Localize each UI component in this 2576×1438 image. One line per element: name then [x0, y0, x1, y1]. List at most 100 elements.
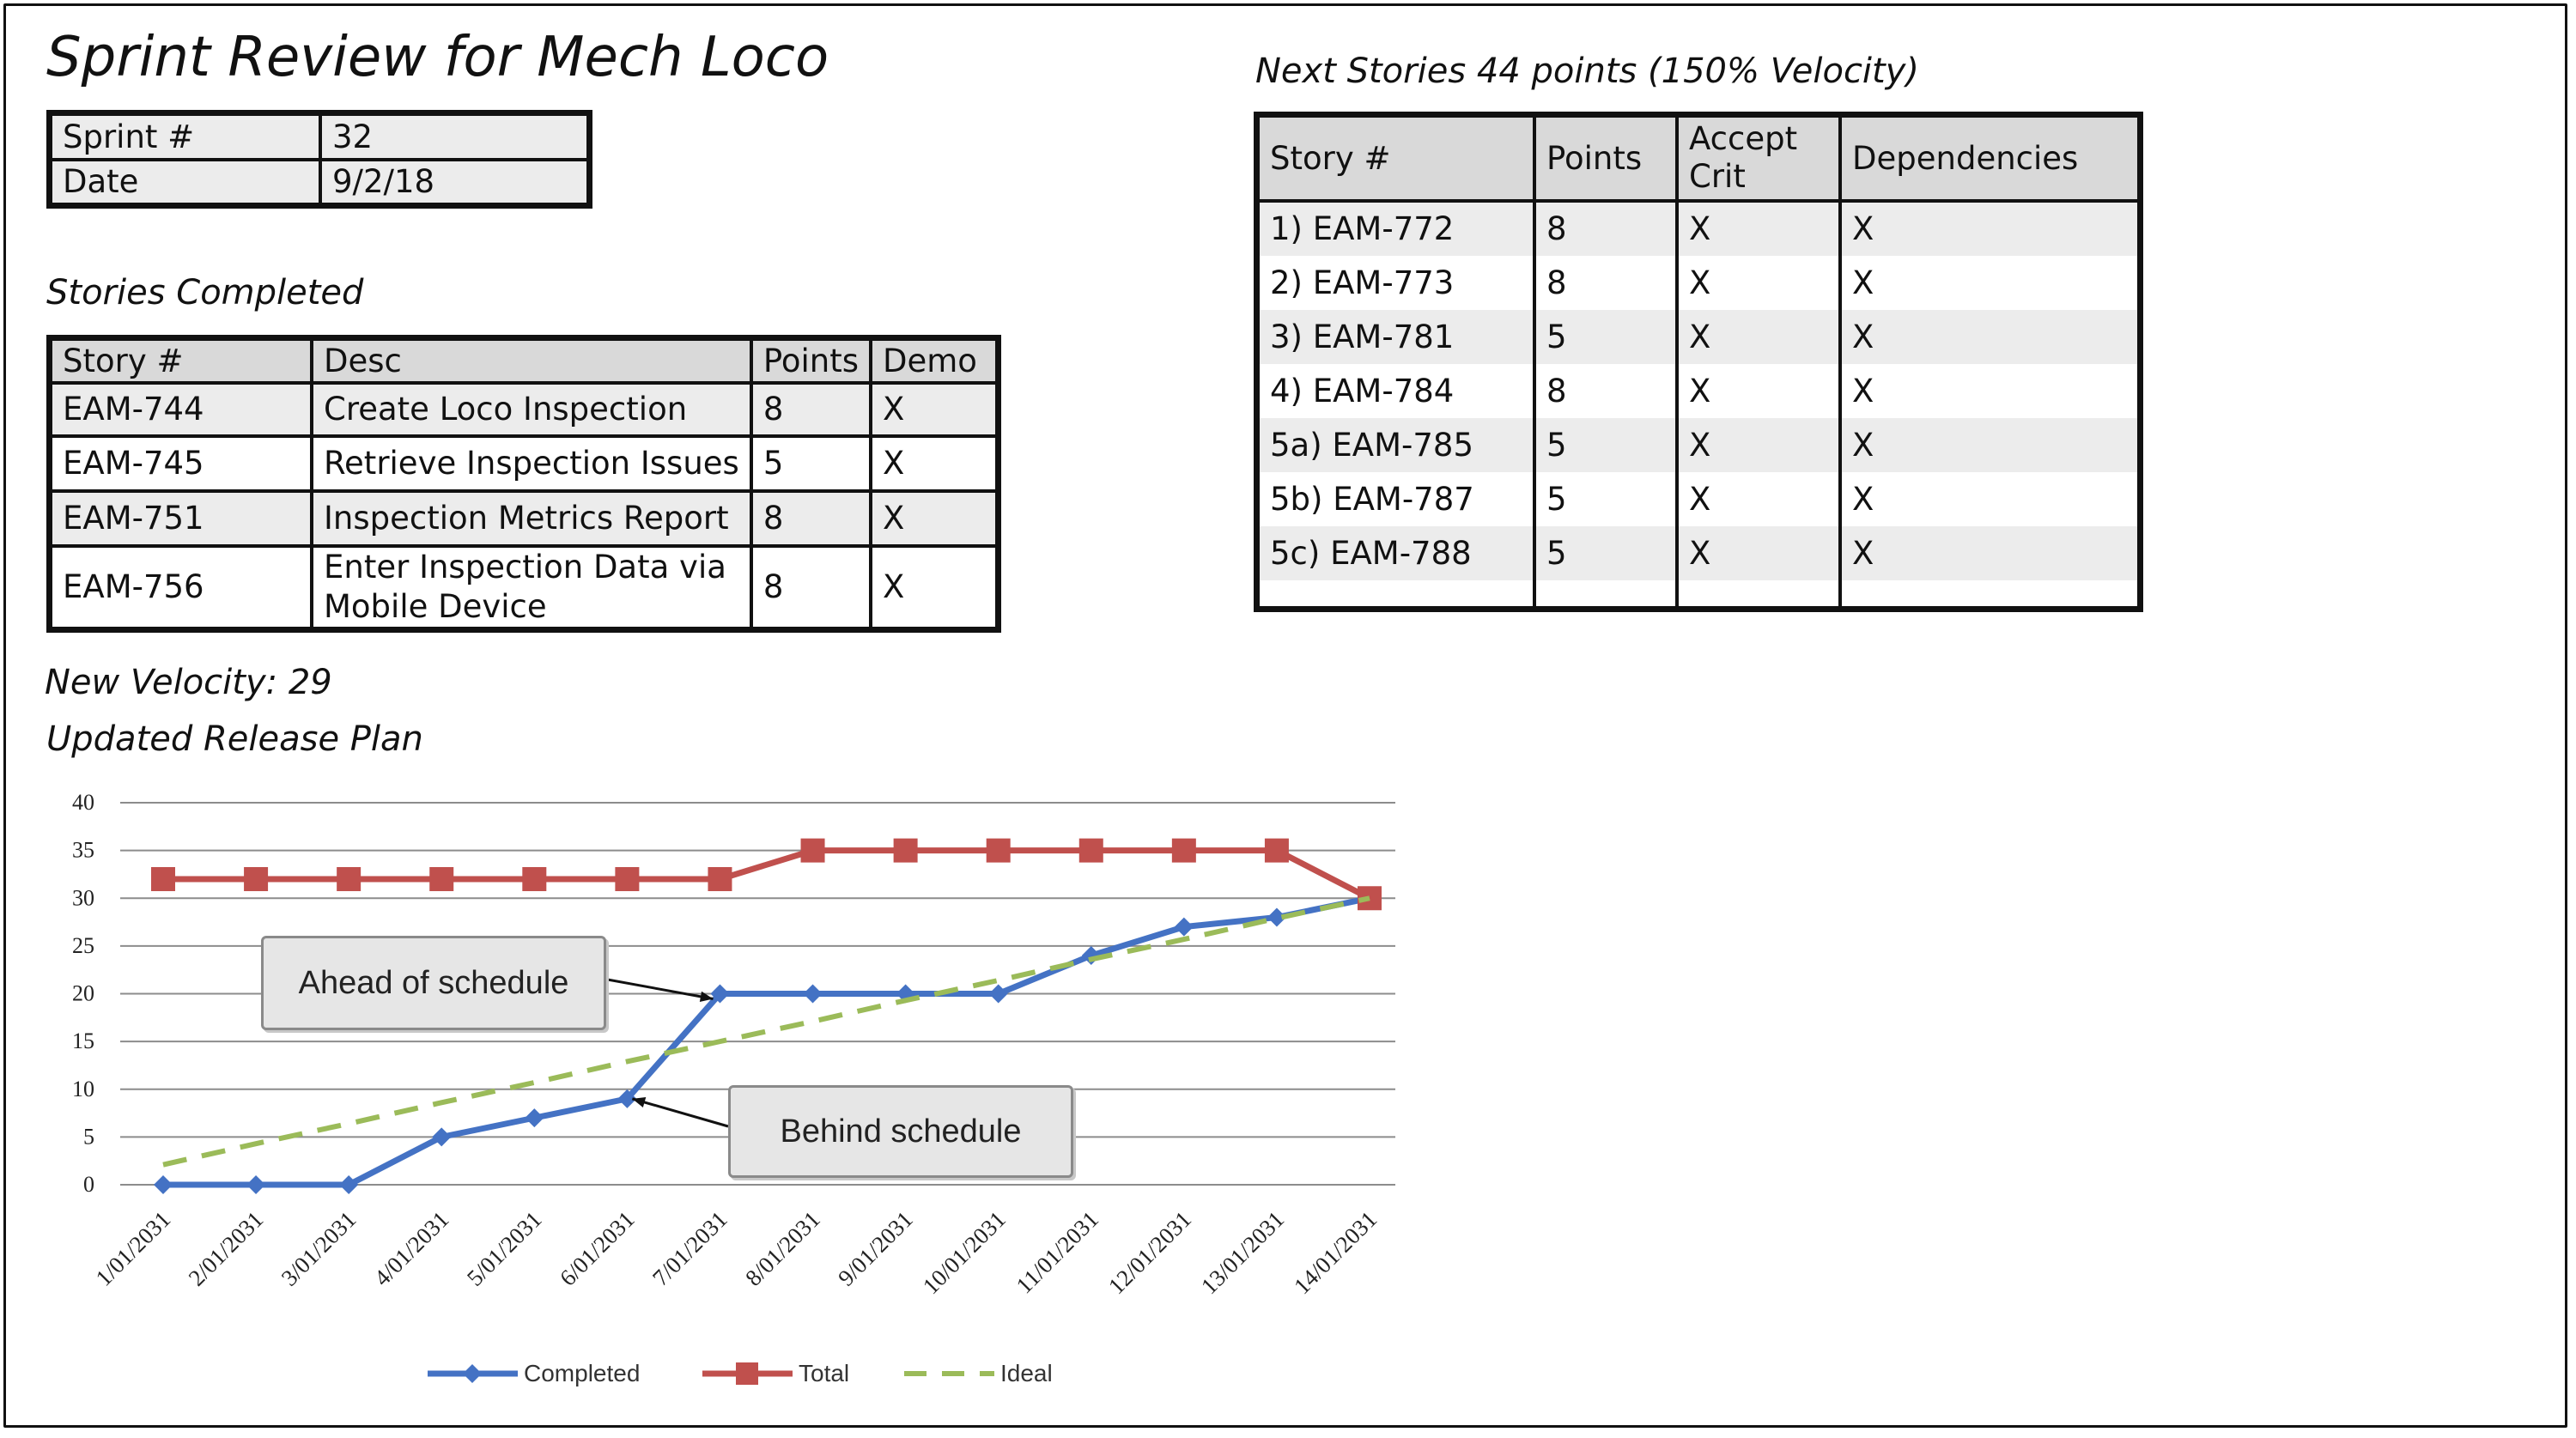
- x-tick-label: 9/01/2031: [833, 1206, 918, 1291]
- story-id: 5b) EAM-787: [1255, 471, 1536, 526]
- story-points: 8: [749, 543, 872, 631]
- series-point-completed: [525, 1108, 544, 1128]
- col-header: Story #: [47, 336, 313, 385]
- series-point-total: [800, 838, 825, 863]
- x-tick-label: 7/01/2031: [647, 1206, 732, 1291]
- story-desc: Enter Inspection Data via Mobile Device: [310, 543, 753, 631]
- date-value: 9/2/18: [319, 157, 592, 208]
- series-point-completed: [710, 984, 730, 1004]
- accept-crit: X: [1675, 363, 1842, 418]
- table-row: EAM-756 Enter Inspection Data via Mobile…: [47, 543, 1000, 631]
- series-point-total: [244, 867, 269, 891]
- callout-ahead-of-schedule: Ahead of schedule: [261, 936, 606, 1030]
- col-header: Demo: [868, 336, 1000, 385]
- story-demo: X: [868, 434, 1000, 493]
- x-tick-label: 4/01/2031: [369, 1206, 454, 1291]
- series-point-total: [429, 867, 454, 891]
- story-points: 8: [749, 488, 872, 548]
- table-row: 1) EAM-772 8 X X: [1255, 200, 2142, 256]
- col-header: Dependencies: [1838, 114, 2142, 203]
- table-row: Date 9/2/18: [47, 157, 592, 208]
- sprint-value: 32: [319, 111, 592, 161]
- date-label: Date: [47, 157, 322, 208]
- table-row: EAM-745 Retrieve Inspection Issues 5 X: [47, 434, 1000, 493]
- y-tick-label: 25: [72, 933, 94, 958]
- x-tick-label: 11/01/2031: [1012, 1206, 1103, 1298]
- series-line-completed: [163, 895, 1370, 1188]
- callout-arrow-behind: [631, 1097, 729, 1128]
- dependencies: X: [1838, 525, 2142, 580]
- stories-completed-table: Story # Desc Points Demo EAM-744 Create …: [46, 335, 1001, 633]
- y-tick-label: 10: [72, 1077, 94, 1101]
- story-points: 8: [1533, 255, 1679, 310]
- story-points: 8: [749, 380, 872, 438]
- callout-arrow-ahead-head: [699, 991, 714, 1002]
- legend-label-ideal: Ideal: [1000, 1360, 1053, 1386]
- story-id: EAM-744: [47, 380, 313, 438]
- story-points: 5: [1533, 525, 1679, 580]
- story-id: 4) EAM-784: [1255, 363, 1536, 418]
- series-point-total: [708, 867, 732, 891]
- story-id: 5c) EAM-788: [1255, 525, 1536, 580]
- legend-marker-total: [736, 1362, 758, 1385]
- legend-label-completed: Completed: [524, 1360, 640, 1386]
- story-demo: X: [868, 380, 1000, 438]
- accept-crit: X: [1675, 471, 1842, 526]
- series-point-total: [337, 867, 361, 891]
- series-point-total: [986, 838, 1011, 863]
- col-header: Points: [749, 336, 872, 385]
- table-row-spacer: [1255, 579, 2142, 610]
- next-stories-caption: Next Stories 44 points (150% Velocity): [1255, 52, 1920, 91]
- y-tick-label: 5: [83, 1124, 94, 1149]
- stories-completed-caption: Stories Completed: [46, 273, 364, 312]
- series-point-completed: [246, 1175, 266, 1194]
- table-header-row: Story # Desc Points Demo: [47, 336, 1000, 385]
- series-point-completed: [1267, 907, 1286, 927]
- sprint-info-table: Sprint # 32 Date 9/2/18: [46, 110, 592, 209]
- accept-crit: X: [1675, 525, 1842, 580]
- col-header: Accept Crit: [1675, 114, 1842, 203]
- series-line-ideal: [162, 895, 1370, 1168]
- dependencies: X: [1838, 417, 2142, 472]
- x-tick-label: 10/01/2031: [918, 1206, 1011, 1299]
- legend-marker-completed: [463, 1364, 482, 1383]
- y-tick-label: 30: [72, 885, 94, 910]
- story-demo: X: [868, 543, 1000, 631]
- col-header: Desc: [310, 336, 753, 385]
- page-title: Sprint Review for Mech Loco: [46, 26, 829, 89]
- x-tick-label: 3/01/2031: [276, 1206, 361, 1291]
- story-demo: X: [868, 488, 1000, 548]
- series-point-completed: [154, 1175, 173, 1194]
- new-velocity-label: New Velocity: 29: [45, 663, 332, 702]
- story-id: EAM-745: [47, 434, 313, 493]
- release-plan-chart: 0 5 10 15 20 25 30 35 40 1/01/2031 2/01/2031 3/01/2…: [43, 773, 1417, 1399]
- series-point-total: [893, 838, 918, 863]
- table-row: Sprint # 32: [47, 111, 592, 161]
- dependencies: X: [1838, 363, 2142, 418]
- story-id: 1) EAM-772: [1255, 200, 1536, 256]
- story-desc: Create Loco Inspection: [310, 380, 753, 438]
- series-point-completed: [432, 1127, 452, 1147]
- table-row: 5b) EAM-787 5 X X: [1255, 471, 2142, 526]
- series-point-completed: [617, 1089, 637, 1108]
- story-id: EAM-751: [47, 488, 313, 548]
- canvas-frame: [3, 3, 2567, 1428]
- next-stories-table: Story # Points Accept Crit Dependencies …: [1254, 112, 2143, 612]
- dependencies: X: [1838, 255, 2142, 310]
- story-id: 5a) EAM-785: [1255, 417, 1536, 472]
- series-point-total: [151, 867, 175, 891]
- story-desc: Retrieve Inspection Issues: [310, 434, 753, 493]
- x-tick-label: 2/01/2031: [184, 1206, 269, 1291]
- y-tick-label: 40: [72, 790, 94, 815]
- accept-crit: X: [1675, 417, 1842, 472]
- release-plan-caption: Updated Release Plan: [46, 719, 423, 759]
- series-point-total: [615, 867, 640, 891]
- table-row: 3) EAM-781 5 X X: [1255, 309, 2142, 364]
- story-desc: Inspection Metrics Report: [310, 488, 753, 548]
- series-line-total: [163, 847, 1371, 901]
- accept-crit: X: [1675, 255, 1842, 310]
- table-row: 2) EAM-773 8 X X: [1255, 255, 2142, 310]
- story-id: 3) EAM-781: [1255, 309, 1536, 364]
- callout-arrow-behind-head: [632, 1096, 647, 1107]
- story-id: EAM-756: [47, 543, 313, 631]
